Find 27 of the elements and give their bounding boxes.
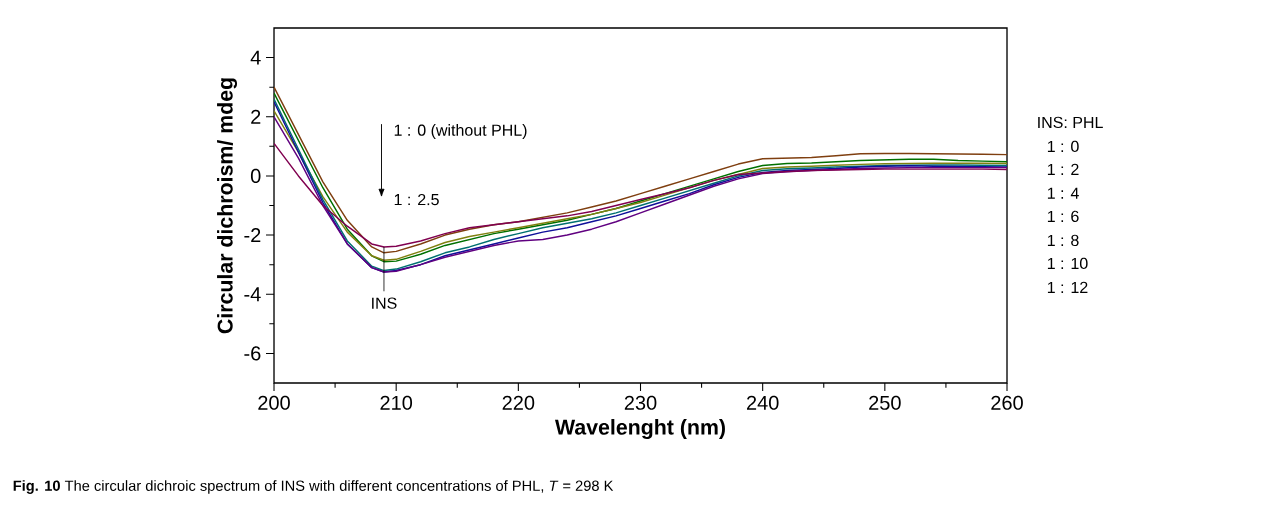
x-tick-label: 250 xyxy=(869,395,901,410)
y-tick-label: -2 xyxy=(244,228,261,243)
y-tick-label: 2 xyxy=(251,109,261,124)
x-tick-label: 240 xyxy=(746,395,779,410)
y-tick-label: 0 xyxy=(250,168,261,183)
text: INS: PHL xyxy=(1038,116,1103,129)
text: 1 : 4 xyxy=(1047,187,1079,199)
annotation: INS xyxy=(372,297,397,309)
x-axis-title: Wavelenght (nm) xyxy=(555,419,725,439)
x-tick-label: 210 xyxy=(380,395,413,410)
annotation: 1 : 2.5 xyxy=(394,193,439,206)
x-tick-label: 220 xyxy=(502,395,535,410)
x-tick-label: 200 xyxy=(258,395,290,410)
x-tick-label: 260 xyxy=(991,395,1023,410)
y-axis-title: Circular dichroism/ mdeg xyxy=(217,78,238,334)
text: 1 : 8 xyxy=(1047,234,1079,247)
text: 1 : 12 xyxy=(1047,281,1088,293)
text: 1 : 0 xyxy=(1047,140,1079,153)
text: 1 : 6 xyxy=(1047,210,1079,223)
x-tick-label: 230 xyxy=(624,395,657,410)
text: 1 : 10 xyxy=(1047,257,1088,270)
y-tick-label: 4 xyxy=(250,50,261,65)
text: 1 : 2 xyxy=(1047,163,1079,175)
y-tick-label: -6 xyxy=(244,346,261,361)
y-tick-label: -4 xyxy=(244,287,261,302)
text: Fig. 10 The circular dichroic spectrum of INS with different concentrations of PHL, T = 298 K xyxy=(13,480,614,494)
annotation: 1 : 0 (without PHL) xyxy=(394,124,527,139)
